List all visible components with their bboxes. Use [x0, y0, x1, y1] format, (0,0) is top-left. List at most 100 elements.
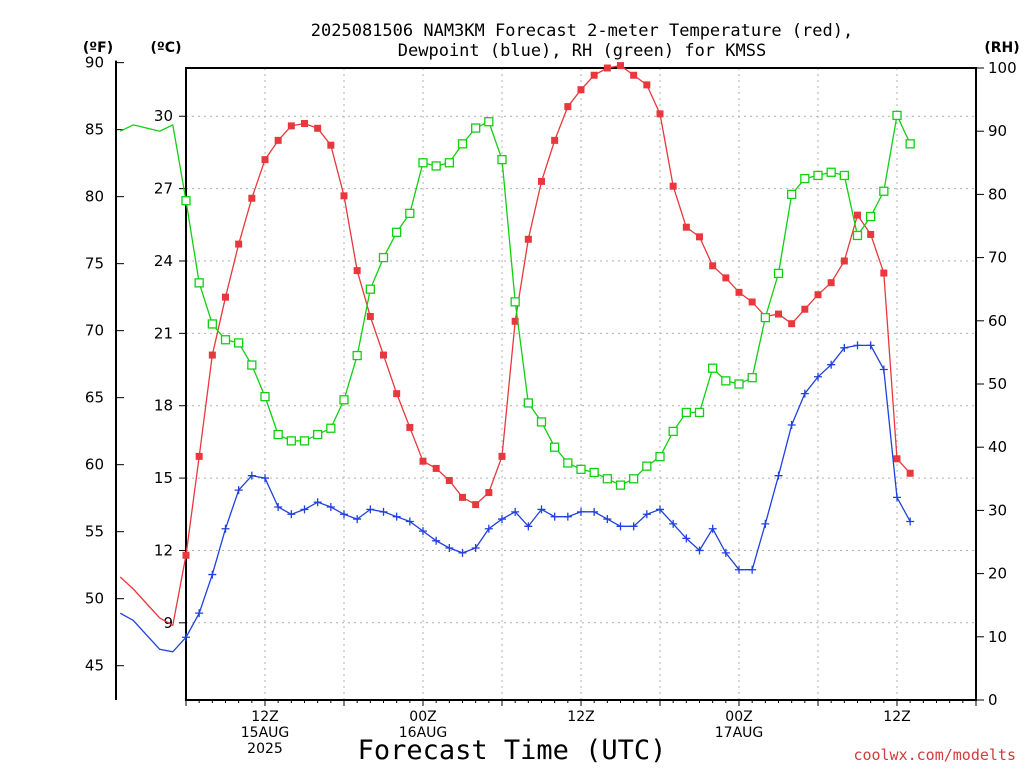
rh-tick-label: 80 [988, 185, 1007, 203]
dewpoint-point [432, 536, 441, 545]
rh-tick-label: 0 [988, 691, 998, 709]
fahrenheit-tick-label: 75 [85, 255, 104, 273]
rh-point [734, 379, 744, 389]
data-series [119, 62, 915, 653]
celsius-tick-label: 27 [154, 180, 173, 198]
dewpoint-point [906, 517, 915, 526]
rh-point [207, 319, 217, 329]
temperature-point [880, 269, 888, 277]
dewpoint-point [642, 510, 651, 519]
temperature-point [327, 141, 335, 149]
temperature-point [248, 194, 256, 202]
rh-point [194, 278, 204, 288]
dewpoint-point [682, 534, 691, 543]
rh-point [866, 211, 876, 222]
rh-point [563, 458, 573, 468]
temperature-point [814, 291, 822, 299]
temperature-point [827, 279, 835, 287]
rh-tick-label: 10 [988, 628, 1007, 646]
dewpoint-point [221, 524, 230, 533]
dewpoint-point [721, 548, 730, 557]
rh-point [457, 139, 468, 149]
rh-point [497, 154, 507, 165]
temperature-point [314, 124, 322, 132]
rh-point [576, 464, 586, 474]
dewpoint-point [182, 633, 190, 642]
temperature-point [406, 423, 414, 431]
dewpoint-point [853, 341, 862, 350]
x-tick-label: 12Z [251, 709, 278, 725]
series-dewpoint [119, 341, 915, 653]
temperature-point [511, 317, 519, 325]
temperature-point [906, 469, 914, 477]
x-axis-label: Forecast Time (UTC) [358, 735, 667, 766]
temperature-point [696, 233, 703, 241]
temperature-point [630, 71, 638, 79]
rh-point [510, 297, 520, 307]
rh-point [694, 407, 705, 418]
temperature-point [380, 351, 387, 359]
rh-point [313, 429, 323, 440]
rh-point [418, 158, 428, 168]
dewpoint-point [695, 546, 704, 555]
chart-title-line1: 2025081506 NAM3KM Forecast 2-meter Tempe… [311, 21, 853, 41]
temperature-point [445, 476, 453, 484]
rh-point [681, 407, 691, 418]
rh-point [444, 158, 454, 168]
temperature-point [182, 551, 190, 559]
temperature-point [643, 81, 651, 89]
series-temperature [119, 62, 914, 627]
dewpoint-point [774, 471, 783, 480]
celsius-tick-label: 21 [154, 324, 173, 342]
temperature-point [590, 71, 598, 79]
x-tick-label: 00Z [725, 709, 752, 725]
rh-point [879, 186, 889, 196]
rh-point [708, 363, 718, 373]
temperature-point [775, 310, 782, 318]
x-tick-label: 15AUG [241, 725, 290, 741]
temperature-point [722, 274, 730, 282]
rh-tick-label: 50 [988, 375, 1007, 393]
rh-point [721, 376, 731, 386]
rh-point [471, 123, 481, 133]
x-tick-label: 12Z [567, 709, 594, 725]
dewpoint-point [590, 507, 599, 516]
rh-point [378, 252, 389, 263]
rh-point [642, 461, 652, 471]
temperature-point [867, 230, 875, 238]
rh-point [352, 350, 362, 361]
temperature-point [840, 257, 848, 265]
rh-point [813, 170, 823, 181]
dewpoint-point [498, 515, 506, 524]
rh-tick-label: 60 [988, 312, 1007, 330]
rh-point [286, 436, 296, 446]
rh-point [392, 227, 402, 237]
dewpoint-point [866, 341, 875, 350]
dewpoint-point [629, 522, 638, 531]
rh-tick-label: 90 [988, 122, 1007, 140]
x-tick-label: 00Z [409, 709, 436, 725]
temperature-point [788, 320, 796, 328]
axes: 9121518212427304550556065707580859001020… [85, 54, 1017, 757]
plot-frame [185, 67, 977, 701]
temperature-point [274, 136, 282, 144]
dewpoint-point [274, 503, 283, 512]
temperature-point [459, 493, 466, 501]
dewpoint-point [471, 544, 480, 553]
dewpoint-point [800, 389, 809, 398]
temperature-point [801, 305, 809, 313]
temperature-point [854, 211, 861, 219]
rh-point [615, 480, 626, 490]
dewpoint-point [616, 522, 625, 531]
rh-point [247, 360, 257, 370]
dewpoint-point [840, 343, 849, 352]
fahrenheit-unit-label: (ºF) [83, 40, 113, 56]
temperature-point [340, 192, 348, 200]
rh-point [234, 338, 244, 348]
temperature-point [261, 156, 269, 164]
dewpoint-point [287, 510, 296, 519]
rh-point [273, 429, 283, 440]
temperature-point [432, 464, 440, 472]
rh-point [339, 395, 349, 405]
temperature-point [893, 455, 901, 463]
